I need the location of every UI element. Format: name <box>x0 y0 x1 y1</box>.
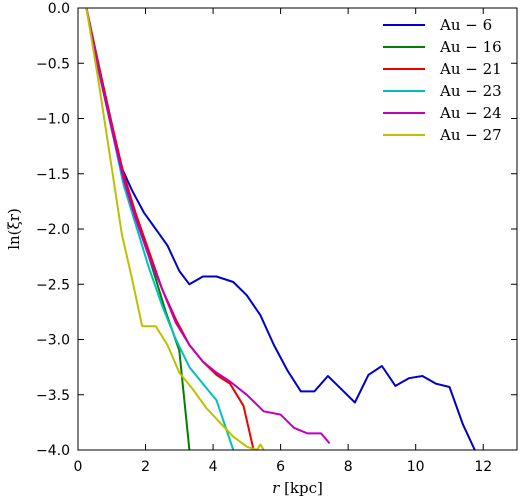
x-axis-unit: [kpc] <box>279 479 323 497</box>
y-tick-label: −1.0 <box>36 112 70 128</box>
series-layer <box>85 8 476 450</box>
legend-label-2: Au − 21 <box>439 60 502 78</box>
labels-layer: 0 2 4 6 8 10 12 0.0 −0.5 −1.0 −1.5 −2.0 −2.5 −3.0 −3.5… <box>5 1 492 497</box>
y-tick-label: −4.0 <box>36 443 70 459</box>
y-tick-label: 0.0 <box>48 1 70 17</box>
series-line-0 <box>85 8 476 450</box>
y-tick-label: −3.5 <box>36 388 70 404</box>
legend: Au − 6 Au − 16 Au − 21 Au − 23 Au − 24 Au − 2… <box>383 16 502 144</box>
legend-label-1: Au − 16 <box>439 38 502 56</box>
y-axis-label: ln(ξr) <box>5 208 23 250</box>
x-axis-variable: r <box>272 479 280 497</box>
legend-label-5: Au − 27 <box>439 126 502 144</box>
legend-label-3: Au − 23 <box>439 82 502 100</box>
y-tick-label: −3.0 <box>36 333 70 349</box>
x-tick-label: 4 <box>209 459 218 475</box>
x-tick-label: 2 <box>141 459 150 475</box>
legend-label-4: Au − 24 <box>439 104 502 122</box>
x-tick-label: 0 <box>74 459 83 475</box>
y-tick-label: −1.5 <box>36 167 70 183</box>
x-tick-label: 6 <box>276 459 285 475</box>
series-line-3 <box>85 8 235 450</box>
y-tick-label: −2.5 <box>36 277 70 293</box>
x-tick-label: 10 <box>407 459 425 475</box>
y-tick-label: −0.5 <box>36 56 70 72</box>
x-axis-label: r [kpc] <box>272 479 323 497</box>
y-tick-label: −2.0 <box>36 222 70 238</box>
ticks-layer <box>77 7 517 451</box>
x-tick-label: 12 <box>474 459 492 475</box>
x-tick-label: 8 <box>344 459 353 475</box>
legend-label-0: Au − 6 <box>439 16 492 34</box>
series-line-5 <box>85 8 265 450</box>
series-line-4 <box>85 8 331 445</box>
series-line-2 <box>85 8 255 450</box>
